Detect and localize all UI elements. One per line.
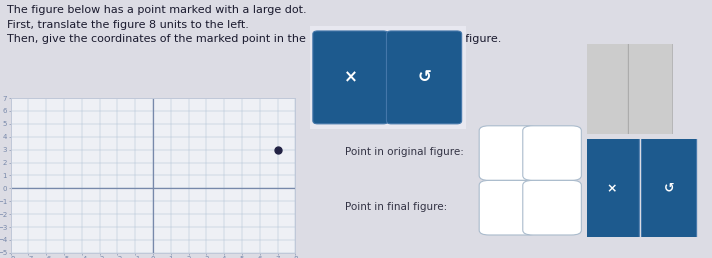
FancyBboxPatch shape <box>479 180 538 235</box>
FancyBboxPatch shape <box>584 40 629 138</box>
Text: ↺: ↺ <box>664 182 674 195</box>
FancyBboxPatch shape <box>584 136 639 240</box>
FancyBboxPatch shape <box>479 126 538 180</box>
FancyBboxPatch shape <box>523 126 581 180</box>
Text: ×: × <box>343 68 357 86</box>
Text: ×: × <box>607 182 617 195</box>
Text: The figure below has a point marked with a large dot.
First, translate the figur: The figure below has a point marked with… <box>7 5 501 44</box>
Text: Point in final figure:: Point in final figure: <box>345 201 447 212</box>
Point <box>272 148 283 152</box>
FancyBboxPatch shape <box>523 180 581 235</box>
Text: ↺: ↺ <box>417 68 431 86</box>
FancyBboxPatch shape <box>313 31 388 124</box>
FancyBboxPatch shape <box>642 136 696 240</box>
FancyBboxPatch shape <box>303 22 473 133</box>
Text: Point in original figure:: Point in original figure: <box>345 147 464 157</box>
FancyBboxPatch shape <box>387 31 461 124</box>
FancyBboxPatch shape <box>629 40 673 138</box>
